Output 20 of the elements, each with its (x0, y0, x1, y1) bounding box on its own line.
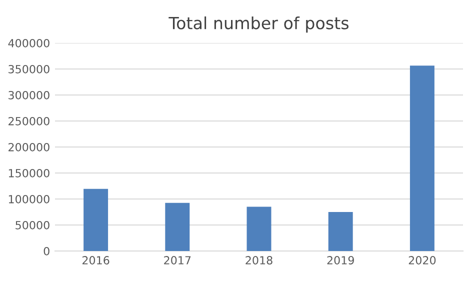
x-tick-label: 2019 (327, 256, 354, 264)
bar (328, 212, 353, 251)
y-tick-label: 100000 (8, 194, 50, 204)
chart-title: Total number of posts (168, 16, 348, 33)
x-tick-label: 2018 (246, 256, 272, 264)
bar (84, 188, 108, 251)
y-tick-label: 150000 (8, 168, 50, 178)
y-tick-label: 300000 (8, 90, 50, 100)
x-tick-label: 2017 (164, 256, 191, 264)
y-tick-label: 400000 (8, 38, 50, 48)
bar (165, 202, 190, 251)
y-tick-label: 200000 (8, 142, 50, 152)
bar (410, 66, 434, 251)
bar (246, 206, 272, 251)
y-tick-label: 350000 (8, 64, 50, 74)
y-tick-label: 250000 (8, 116, 50, 126)
x-tick-label: 2020 (408, 256, 436, 264)
y-tick-label: 50000 (16, 220, 50, 230)
x-tick-label: 2016 (82, 256, 110, 264)
y-tick-label: 0 (44, 246, 50, 256)
